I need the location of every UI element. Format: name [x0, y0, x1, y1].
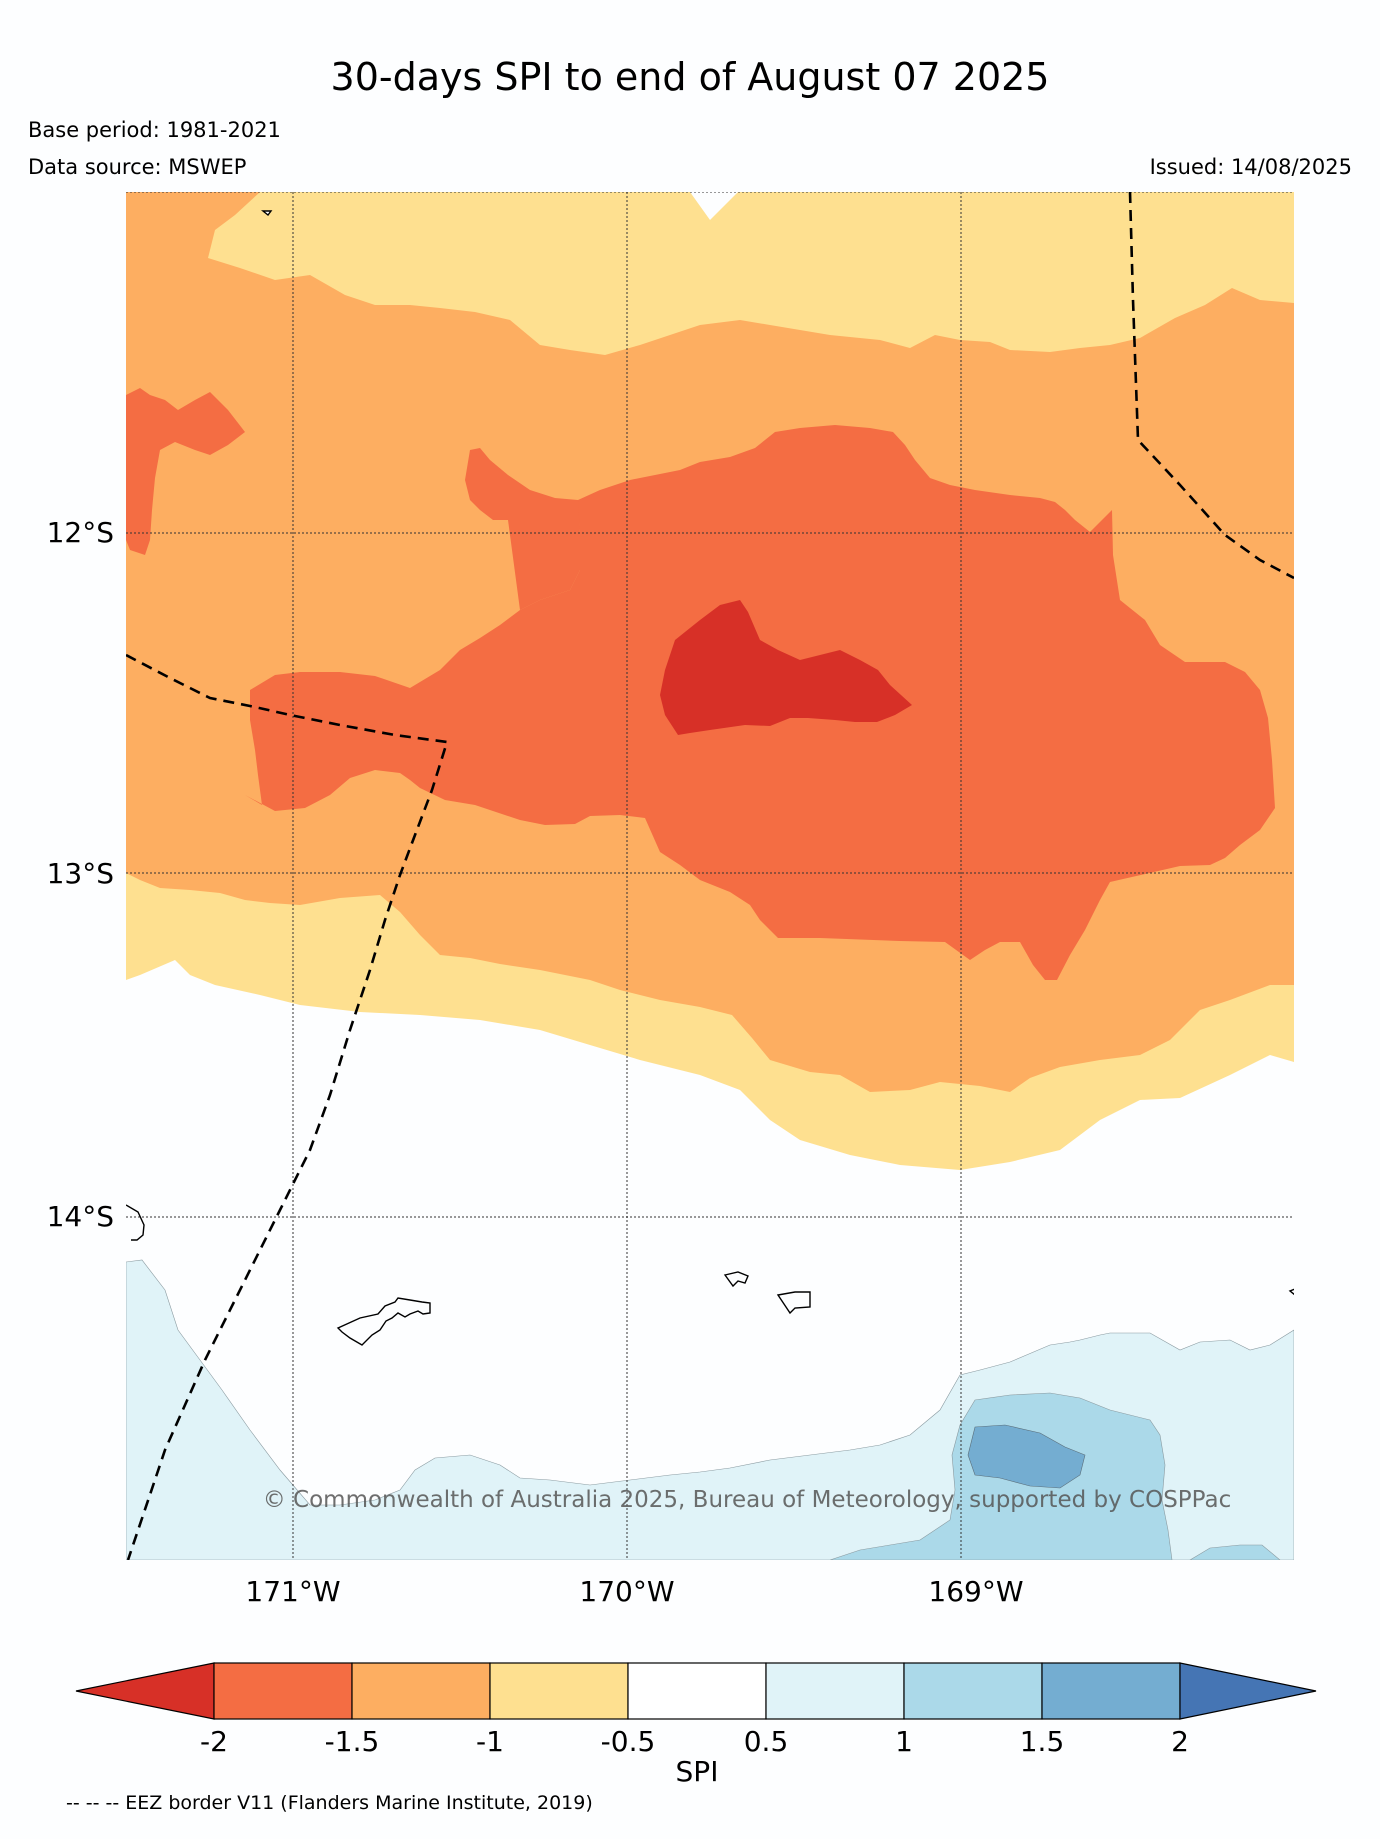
island-upolu [336, 1297, 431, 1346]
lat-label-13s: 13°S [47, 857, 114, 890]
colorbar-segment [213, 1662, 353, 1720]
chart-title: 30-days SPI to end of August 07 2025 [330, 55, 1050, 99]
lon-label-170w: 170°W [579, 1575, 674, 1608]
copyright-text: © Commonwealth of Australia 2025, Bureau… [263, 1487, 1232, 1513]
colorbar-segment [351, 1662, 491, 1720]
spi-zone-red-orange-tongue [465, 448, 580, 610]
graticule [126, 192, 1294, 1560]
spi-zone-neutral-top [690, 192, 738, 220]
colorbar-tick: 0.5 [744, 1725, 789, 1758]
eez-border [126, 192, 1294, 1560]
island-ofu [723, 1271, 749, 1288]
lon-label-169w: 169°W [928, 1575, 1023, 1608]
colorbar-tick: -1.5 [325, 1725, 380, 1758]
island-rose [126, 1204, 145, 1241]
issued-date-text: Issued: 14/08/2025 [1149, 155, 1352, 179]
lon-label-171w: 171°W [245, 1575, 340, 1608]
colorbar-label: SPI [676, 1755, 719, 1788]
colorbar-segment [627, 1662, 767, 1720]
colorbar-segment [765, 1662, 905, 1720]
spi-zone-dark-blue [967, 1424, 1086, 1489]
island-north-speck [261, 210, 273, 216]
spi-zone-red-orange-nw [126, 388, 245, 555]
colorbar-tick: -0.5 [601, 1725, 656, 1758]
colorbar-tick: 1 [895, 1725, 913, 1758]
spi-zone-medium-blue-sw [1189, 1544, 1281, 1560]
colorbar-segment [1041, 1662, 1181, 1720]
colorbar-tick: -2 [200, 1725, 228, 1758]
colorbar-tick: 1.5 [1020, 1725, 1065, 1758]
spi-zone-deep-red [660, 600, 912, 735]
colorbar-extend-low [75, 1662, 215, 1720]
data-source-text: Data source: MSWEP [28, 155, 247, 179]
base-period-text: Base period: 1981-2021 [28, 118, 281, 142]
colorbar-segment [903, 1662, 1043, 1720]
lat-label-12s: 12°S [47, 516, 114, 549]
map-plot-area: © Commonwealth of Australia 2025, Bureau… [126, 192, 1294, 1560]
colorbar [75, 1662, 1317, 1720]
lat-label-14s: 14°S [47, 1200, 114, 1233]
colorbar-tick: 2 [1171, 1725, 1189, 1758]
eez-legend-note: -- -- -- EEZ border V11 (Flanders Marine… [66, 1792, 593, 1814]
island-east-speck [1288, 1288, 1294, 1296]
colorbar-extend-high [1179, 1662, 1317, 1720]
islands [126, 210, 1294, 1346]
colorbar-segment [489, 1662, 629, 1720]
colorbar-tick: -1 [476, 1725, 504, 1758]
island-tau [776, 1291, 811, 1315]
